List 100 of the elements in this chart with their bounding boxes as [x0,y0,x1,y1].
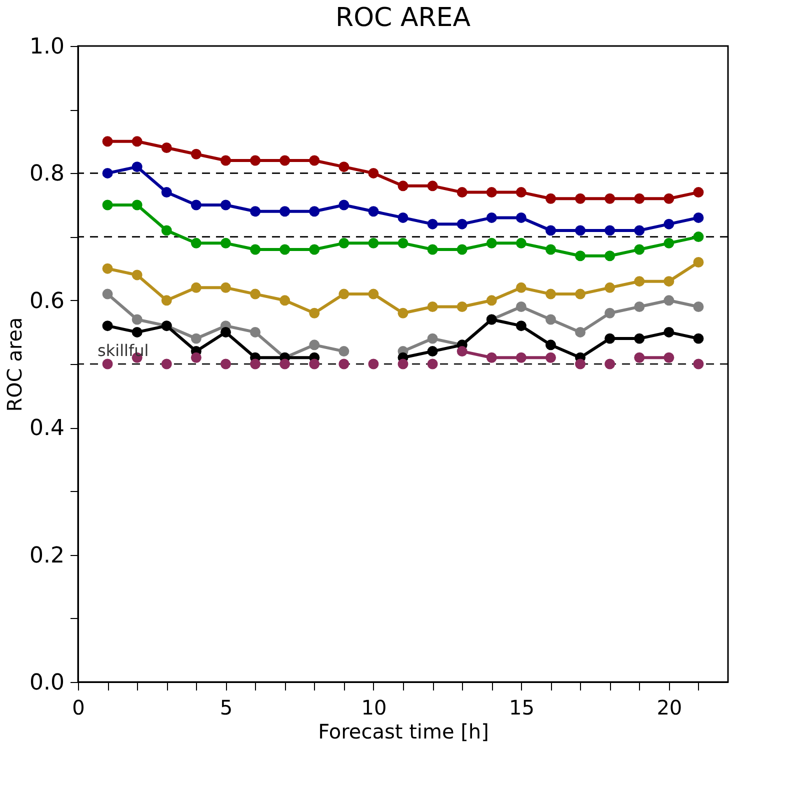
point [398,212,408,223]
point [456,346,468,357]
point [280,358,290,370]
point [338,200,350,210]
point [132,162,142,172]
point [575,288,586,300]
point [516,212,526,223]
point [664,193,674,204]
point [545,193,556,204]
point [338,238,350,248]
point [664,326,674,338]
point [427,218,438,230]
point [664,352,674,363]
point [161,142,172,153]
chart-title: ROC AREA [335,3,471,33]
point [516,320,526,332]
y-axis-title: ROC area [2,317,27,412]
point [220,326,231,338]
point [102,288,113,300]
point [190,200,202,210]
point [456,218,468,230]
point [102,358,113,370]
point [575,326,586,338]
point [368,358,379,370]
point [486,212,497,223]
point [309,308,320,318]
point [368,168,379,178]
point [220,238,231,248]
point [604,308,616,318]
x-axis-title: Forecast time [h] [318,720,489,744]
point [190,238,202,248]
point [161,187,172,198]
point [280,155,290,166]
point [516,238,526,248]
point [545,225,556,236]
point [664,276,674,287]
point [486,238,497,248]
point [427,346,438,357]
x-tick-label: 15 [508,696,534,720]
point [368,288,379,300]
annotation: skillful [98,341,149,360]
point [545,288,556,300]
point [693,302,704,312]
point [280,206,290,217]
point [486,352,497,363]
point [427,180,438,192]
point [634,276,645,287]
point [190,282,202,293]
point [220,200,231,210]
point [398,180,408,192]
point [545,314,556,325]
point [102,168,113,178]
point [132,270,142,280]
point [664,218,674,230]
point [516,282,526,293]
point [250,358,261,370]
point [486,295,497,306]
point [309,340,320,350]
point [190,333,202,344]
y-tick-label: 1.0 [30,34,64,60]
point [634,352,645,363]
point [575,250,586,262]
point [220,358,231,370]
point [664,295,674,306]
point [338,162,350,172]
point [634,333,645,344]
point [250,326,261,338]
point [575,225,586,236]
point [280,295,290,306]
point [280,244,290,255]
point [220,282,231,293]
point [427,358,438,370]
point [398,238,408,248]
point [634,225,645,236]
point [309,358,320,370]
point [516,187,526,198]
point [190,352,202,363]
point [250,244,261,255]
point [427,244,438,255]
point [132,200,142,210]
point [250,155,261,166]
point [102,136,113,147]
point [604,333,616,344]
point [309,206,320,217]
x-tick-label: 0 [72,696,85,720]
point [132,136,142,147]
point [634,244,645,255]
point [575,358,586,370]
point [338,358,350,370]
point [398,358,408,370]
point [309,244,320,255]
point [220,155,231,166]
point [132,314,142,325]
point [604,193,616,204]
point [309,155,320,166]
point [545,244,556,255]
point [338,346,350,357]
point [190,148,202,160]
y-tick-label: 0.0 [30,670,64,696]
point [693,257,704,268]
